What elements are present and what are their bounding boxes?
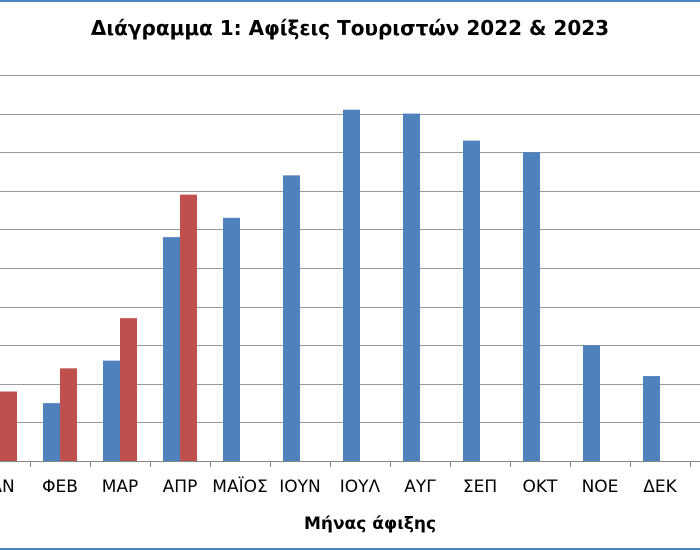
x-axis-label: Μήνας άφιξης [304,514,436,534]
x-tick-label: ΝΟΕ [582,477,619,497]
x-tick-label: ΙΟΥΛ [340,477,381,497]
x-tick-label: ΟΚΤ [523,477,559,497]
x-tick-label: ΜΑΡ [102,477,139,497]
bar-series1-5 [223,217,240,461]
x-tick-label: ΣΕΠ [463,477,497,497]
x-axis [0,461,700,467]
bar-series1-3 [103,360,120,461]
x-tick-label: ΔΕΚ [643,477,677,497]
category-labels: ΙΑΝ ΦΕΒ ΜΑΡ ΑΠΡ ΜΑΪΟΣ ΙΟΥΝ ΙΟΥΛ ΑΥΓ ΣΕΠ ΟΚΤ ΝΟΕ ΔΕΚ [0,476,678,497]
bar-series1-11 [583,345,600,461]
bar-series1-2 [43,403,60,461]
bar-series2-4 [180,194,197,461]
bar-series1-7 [343,109,360,462]
x-tick-label: ΑΠΡ [163,477,198,497]
x-tick-label: ΑΥΓ [404,477,436,497]
bar-series2-2 [60,368,77,461]
bar-series1-12 [643,376,660,461]
bar-series1-8 [403,113,420,461]
bar-series1-10 [523,152,540,461]
bar-series1-9 [463,140,480,461]
bar-series1-4 [163,237,180,461]
x-tick-label: ΦΕΒ [42,477,78,497]
x-tick-label: ΙΑΝ [0,477,15,497]
bars [0,109,660,462]
x-tick-label: ΙΟΥΝ [279,477,321,497]
bar-series1-6 [283,175,300,462]
bar-series2-1 [0,391,17,461]
x-tick-label: ΜΑΪΟΣ [212,476,267,497]
chart-title: Διάγραμμα 1: Αφίξεις Τουριστών 2022 & 20… [90,16,610,40]
bar-series2-3 [120,318,137,461]
